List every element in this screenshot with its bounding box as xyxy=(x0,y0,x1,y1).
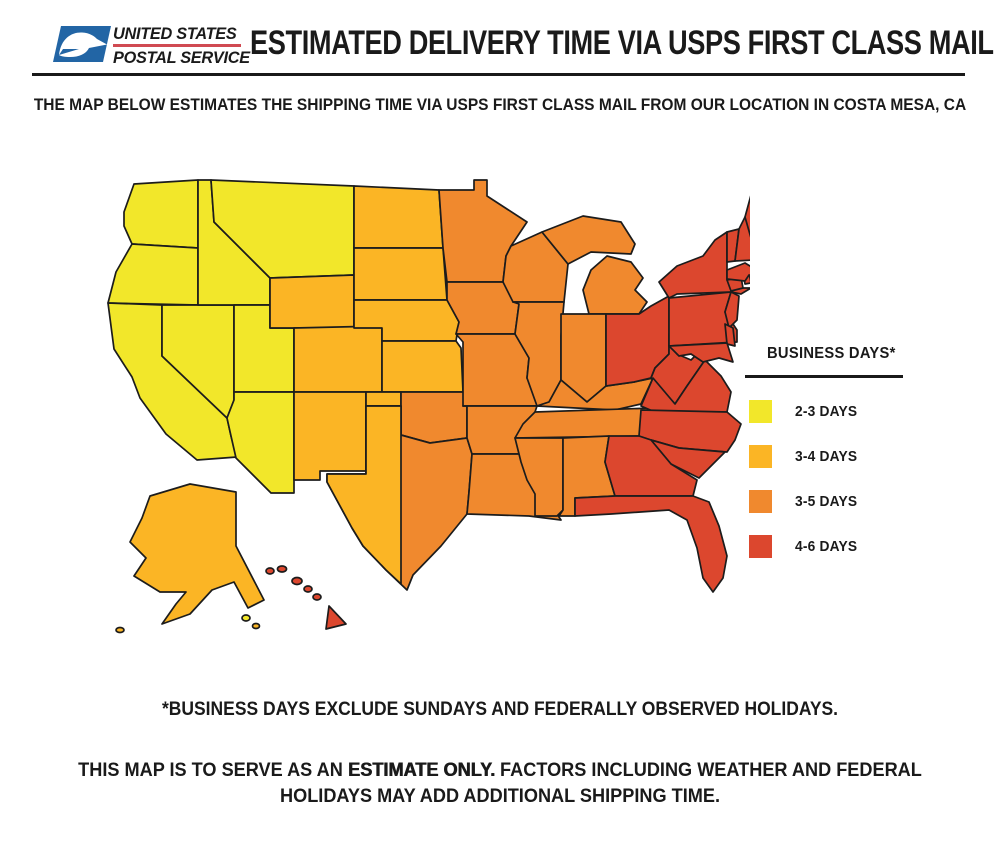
state-mn xyxy=(438,179,528,283)
legend-item-2-3: 2-3 DAYS xyxy=(745,400,945,423)
state-nm xyxy=(293,391,367,481)
state-ok-main xyxy=(400,391,468,444)
usa-delivery-map xyxy=(90,160,750,660)
state-de xyxy=(724,323,736,347)
state-me xyxy=(744,195,750,238)
hi-island-4 xyxy=(303,585,313,593)
legend-divider xyxy=(745,375,903,378)
legend-label-4-6: 4-6 DAYS xyxy=(795,538,858,555)
state-ks xyxy=(381,340,464,393)
hi-island-big xyxy=(325,605,347,630)
legend-swatch-2-3 xyxy=(749,400,772,423)
legend-item-3-4: 3-4 DAYS xyxy=(745,445,945,468)
legend-swatch-4-6 xyxy=(749,535,772,558)
state-va xyxy=(640,359,732,413)
ak-island-1 xyxy=(115,626,125,634)
state-sd xyxy=(353,247,448,301)
header-divider xyxy=(32,73,965,76)
state-md xyxy=(668,342,734,363)
logo-line2: POSTAL SERVICE xyxy=(113,48,250,67)
legend-swatch-3-4 xyxy=(749,445,772,468)
hi-island-1 xyxy=(265,567,275,575)
legend-label-2-3: 2-3 DAYS xyxy=(795,403,858,420)
business-days-footnote: *BUSINESS DAYS EXCLUDE SUNDAYS AND FEDER… xyxy=(161,699,839,720)
state-ga xyxy=(604,435,698,497)
state-wy xyxy=(269,274,355,329)
hi-island-2 xyxy=(276,565,288,573)
state-fl xyxy=(574,495,728,593)
state-mi-lower xyxy=(582,255,648,315)
legend-title: BUSINESS DAYS* xyxy=(767,345,896,362)
state-wa xyxy=(123,179,199,249)
state-nj xyxy=(724,291,740,329)
map-subtitle: THE MAP BELOW ESTIMATES THE SHIPPING TIM… xyxy=(33,96,967,114)
state-tx-west-overlay xyxy=(326,405,402,585)
state-ma xyxy=(726,262,750,282)
logo-line1: UNITED STATES xyxy=(113,24,237,43)
state-ok-panhandle xyxy=(365,391,402,407)
state-az xyxy=(226,391,295,494)
legend: BUSINESS DAYS* 2-3 DAYS 3-4 DAYS 3-5 DAY… xyxy=(745,345,945,558)
state-nd xyxy=(353,185,444,249)
disclaimer-suffix: FACTORS INCLUDING WEATHER AND FEDERAL HO… xyxy=(279,759,922,807)
state-tn xyxy=(514,407,654,439)
ak-island-2 xyxy=(241,614,251,622)
legend-label-3-4: 3-4 DAYS xyxy=(795,448,858,465)
legend-item-4-6: 4-6 DAYS xyxy=(745,535,945,558)
state-co xyxy=(293,325,383,393)
state-mi-upper xyxy=(541,215,636,265)
legend-swatch-3-5 xyxy=(749,490,772,513)
state-ak xyxy=(129,483,265,625)
usps-logo: UNITED STATES POSTAL SERVICE xyxy=(53,17,473,69)
legend-item-3-5: 3-5 DAYS xyxy=(745,490,945,513)
disclaimer-prefix: THIS MAP IS TO SERVE AS AN xyxy=(78,759,348,781)
state-or xyxy=(107,243,199,306)
hi-island-5 xyxy=(312,593,322,601)
usps-eagle-icon xyxy=(53,26,111,62)
disclaimer-bold: ESTIMATE ONLY. xyxy=(347,759,496,781)
legend-label-3-5: 3-5 DAYS xyxy=(795,493,858,510)
page-title: ESTIMATED DELIVERY TIME VIA USPS FIRST C… xyxy=(250,24,994,62)
logo-red-rule xyxy=(113,44,241,47)
ak-island-3 xyxy=(251,622,261,630)
hi-island-3 xyxy=(291,576,303,586)
estimate-disclaimer: THIS MAP IS TO SERVE AS AN ESTIMATE ONLY… xyxy=(63,757,937,809)
